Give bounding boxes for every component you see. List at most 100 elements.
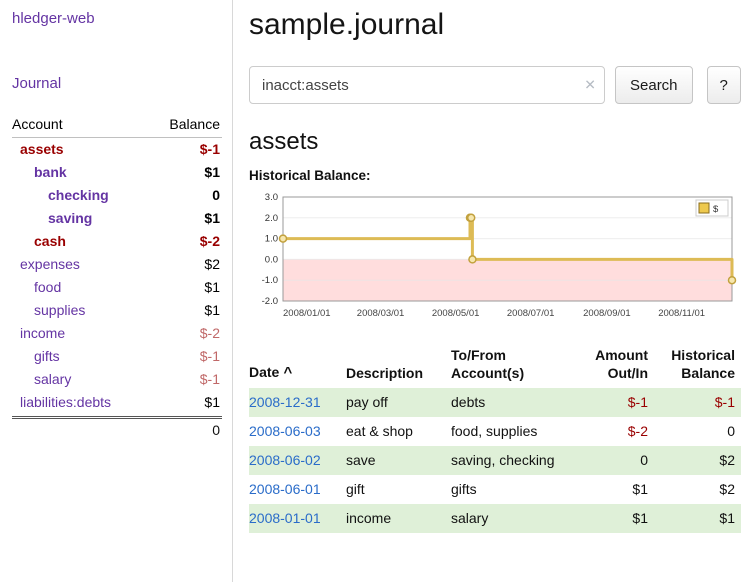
- transaction-balance: $-1: [654, 388, 741, 418]
- transaction-date-link[interactable]: 2008-06-03: [249, 423, 321, 440]
- account-link-expenses[interactable]: expenses: [20, 256, 80, 272]
- data-point-marker: [727, 275, 737, 285]
- legend-label: $: [713, 204, 719, 215]
- account-balance: $2: [204, 256, 220, 272]
- y-tick-label: -2.0: [262, 296, 278, 307]
- transaction-description: gift: [346, 481, 365, 498]
- transaction-accounts: salary: [451, 503, 569, 533]
- account-balance: $-2: [199, 233, 220, 249]
- transaction-date-link[interactable]: 2008-06-02: [249, 452, 321, 469]
- account-link-cash[interactable]: cash: [34, 233, 66, 249]
- help-button[interactable]: ?: [706, 66, 741, 104]
- transaction-description: save: [346, 446, 451, 476]
- transaction-amount: $-2: [627, 423, 648, 440]
- accounts-col-account: Account: [12, 116, 63, 132]
- transaction-amount: 0: [569, 446, 654, 476]
- transaction-amount: $-1: [569, 388, 654, 418]
- account-balance: $-1: [199, 348, 220, 364]
- chart-title: Historical Balance:: [249, 168, 371, 183]
- account-balance: $-1: [199, 371, 220, 387]
- account-balance: $1: [204, 302, 220, 318]
- account-link-gifts[interactable]: gifts: [34, 348, 60, 364]
- account-link-checking[interactable]: checking: [48, 187, 109, 203]
- transaction-date-link[interactable]: 2008-06-01: [249, 481, 321, 498]
- account-row: food $1: [12, 276, 222, 299]
- account-balance: $1: [204, 210, 220, 226]
- transaction-description: income: [346, 503, 451, 533]
- y-tick-label: 1.0: [265, 234, 278, 245]
- account-row: bank $1: [12, 161, 222, 184]
- transaction-amount: $1: [632, 481, 648, 498]
- page-title: sample.journal: [249, 8, 445, 41]
- y-tick-label: 0.0: [265, 254, 278, 265]
- clear-search-icon[interactable]: ✕: [584, 76, 596, 93]
- search-button[interactable]: Search: [615, 66, 693, 104]
- historical-balance-chart: 3.0 2.0 1.0 0.0 -1.0 -2.0 2008/01/01 2008/03/01…: [262, 192, 737, 319]
- transaction-balance: $2: [654, 446, 741, 476]
- x-tick-label: 2008/07/01: [507, 308, 555, 319]
- account-link-saving[interactable]: saving: [48, 210, 93, 226]
- app-title-link[interactable]: hledger-web: [12, 10, 95, 27]
- register-col-accounts: To/From Account(s): [451, 347, 525, 382]
- search-input[interactable]: [249, 66, 605, 104]
- register-col-description: Description: [346, 365, 424, 382]
- account-row: cash $-2: [12, 230, 222, 253]
- accounts-list: assets $-1 bank $1 checking 0 saving $1 cash $-2 e…: [12, 138, 222, 414]
- x-tick-label: 2008/05/01: [432, 308, 480, 319]
- transaction-description: eat & shop: [346, 423, 413, 440]
- sidebar-item-journal[interactable]: Journal: [12, 75, 62, 92]
- transaction-accounts: gifts: [451, 481, 477, 498]
- account-balance: $1: [204, 164, 220, 180]
- account-row: assets $-1: [12, 138, 222, 161]
- account-row: salary $-1: [12, 368, 222, 391]
- account-link-liabilities-debts[interactable]: liabilities:debts: [20, 394, 112, 410]
- account-balance: $-1: [199, 141, 220, 157]
- account-link-bank[interactable]: bank: [34, 164, 67, 180]
- register-col-date[interactable]: Date ^: [249, 363, 293, 381]
- data-point-marker: [466, 213, 476, 223]
- chart-legend: $: [695, 199, 729, 217]
- account-link-assets[interactable]: assets: [20, 141, 64, 157]
- account-row: checking 0: [12, 184, 222, 207]
- account-heading: assets: [249, 128, 319, 155]
- transaction-date-link[interactable]: 2008-12-31: [249, 394, 321, 411]
- plot-border: [282, 196, 733, 302]
- register-table: Date ^ Description To/From Account(s) Amount…: [249, 342, 741, 533]
- main-content: sample.journal ✕ Search ? assets Histori…: [233, 0, 742, 582]
- transaction-balance: $1: [654, 503, 741, 533]
- accounts-col-balance: Balance: [169, 116, 220, 132]
- data-point-marker: [468, 255, 477, 264]
- data-point-marker: [278, 234, 288, 243]
- transaction-balance: $2: [719, 481, 735, 498]
- account-balance: $1: [204, 279, 220, 295]
- account-balance: 0: [212, 187, 220, 203]
- accounts-total-value: 0: [212, 422, 220, 438]
- transaction-balance: 0: [727, 423, 735, 440]
- y-tick-label: -1.0: [262, 275, 278, 286]
- legend-swatch: [698, 202, 710, 214]
- register-row: 2008-06-01 gift gifts $1 $2: [249, 475, 741, 504]
- search-input-wrap: ✕: [249, 66, 605, 104]
- transaction-amount: $1: [569, 503, 654, 533]
- account-link-supplies[interactable]: supplies: [34, 302, 86, 318]
- account-row: liabilities:debts $1: [12, 391, 222, 414]
- account-row: expenses $2: [12, 253, 222, 276]
- accounts-table: Account Balance assets $-1 bank $1 checking 0…: [12, 116, 222, 438]
- register-row: 2008-06-03 eat & shop food, supplies $-2 0: [249, 417, 741, 446]
- account-link-salary[interactable]: salary: [34, 371, 72, 387]
- register-row: 2008-01-01 income salary $1 $1: [249, 503, 741, 533]
- sort-ascending-icon: ^: [279, 363, 293, 381]
- register-row: 2008-06-02 save saving, checking 0 $2: [249, 446, 741, 476]
- search-form: ✕ Search ?: [249, 66, 741, 104]
- account-link-income[interactable]: income: [20, 325, 66, 341]
- account-row: supplies $1: [12, 299, 222, 322]
- y-tick-label: 3.0: [265, 192, 278, 203]
- account-row: gifts $-1: [12, 345, 222, 368]
- account-link-food[interactable]: food: [34, 279, 62, 295]
- y-tick-label: 2.0: [265, 213, 278, 224]
- x-tick-label: 2008/03/01: [357, 308, 405, 319]
- transaction-date-link[interactable]: 2008-01-01: [249, 509, 321, 526]
- accounts-total-row: 0: [12, 416, 222, 438]
- register-body: 2008-12-31 pay off debts $-1 $-1 2008-06-03 ea…: [249, 388, 741, 533]
